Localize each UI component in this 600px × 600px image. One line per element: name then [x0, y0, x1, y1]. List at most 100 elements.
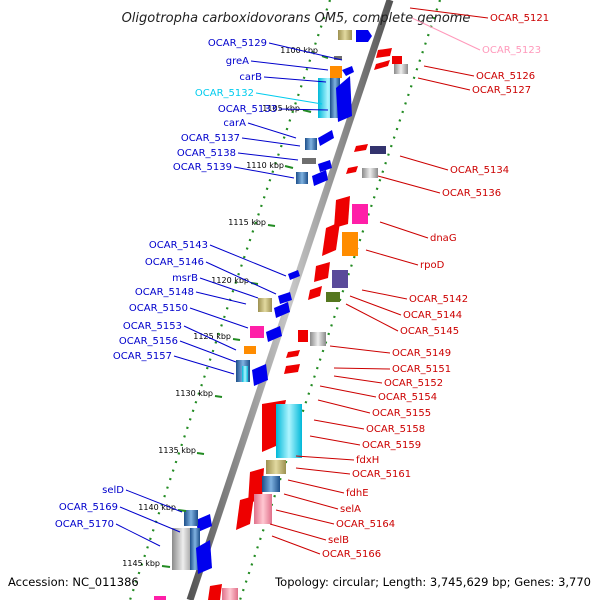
gene-label-ocar-5170[interactable]: OCAR_5170: [55, 519, 114, 530]
gene-label-ocar-5145[interactable]: OCAR_5145: [400, 326, 459, 337]
gene-arrow: [322, 222, 340, 256]
gene-arrow: [208, 584, 222, 600]
gene-label-ocar-5134[interactable]: OCAR_5134: [450, 165, 509, 176]
label-leader-line: [365, 249, 419, 266]
gene-label-rpod[interactable]: rpoD: [420, 260, 445, 271]
label-leader-line: [411, 17, 481, 51]
gene-block: [302, 158, 316, 164]
gene-arrow: [286, 350, 300, 358]
gene-label-ocar-5158[interactable]: OCAR_5158: [366, 424, 425, 435]
gene-label-ocar-5136[interactable]: OCAR_5136: [442, 188, 501, 199]
gene-block: [254, 494, 272, 524]
gene-label-ocar-5142[interactable]: OCAR_5142: [409, 294, 468, 305]
gene-block: [326, 292, 340, 302]
gene-label-ocar-5152[interactable]: OCAR_5152: [384, 378, 443, 389]
gene-label-ocar-5146[interactable]: OCAR_5146: [145, 257, 204, 268]
scale-tick: [284, 165, 294, 169]
gene-label-ocar-5169[interactable]: OCAR_5169: [59, 502, 118, 513]
label-leader-line: [271, 535, 321, 555]
gene-label-ocar-5157[interactable]: OCAR_5157: [113, 351, 172, 362]
gene-label-ocar-5126[interactable]: OCAR_5126: [476, 71, 535, 82]
gene-label-ocar-5148[interactable]: OCAR_5148: [135, 287, 194, 298]
label-leader-line: [237, 152, 299, 161]
scale-tick: [196, 452, 205, 455]
gene-label-ocar-5133[interactable]: OCAR_5133: [218, 104, 277, 115]
accession-text: Accession: NC_011386: [8, 575, 139, 589]
gene-label-ocar-5132[interactable]: OCAR_5132: [195, 88, 254, 99]
gene-arrow: [376, 48, 392, 58]
gene-block: [305, 138, 317, 150]
gene-arrow: [288, 270, 300, 280]
gene-block: [370, 146, 386, 154]
gene-block: [190, 528, 200, 570]
gene-label-selb[interactable]: selB: [328, 535, 349, 546]
scale-label: 1130 kbp: [175, 389, 213, 398]
label-leader-line: [287, 479, 345, 494]
forward-gene-labels: OCAR_5129 greA carB OCAR_5132 OCAR_5133 carA O…: [55, 38, 343, 547]
label-leader-line: [423, 65, 475, 77]
gene-label-ocar-5139[interactable]: OCAR_5139: [173, 162, 232, 173]
gene-label-ocar-5164[interactable]: OCAR_5164: [336, 519, 395, 530]
gene-label-seld[interactable]: selD: [102, 485, 124, 496]
gene-arrow: [318, 160, 332, 172]
gene-label-ocar-5155[interactable]: OCAR_5155: [372, 408, 431, 419]
label-leader-line: [209, 244, 287, 277]
gene-label-ocar-5127[interactable]: OCAR_5127: [472, 85, 531, 96]
gene-label-msrb[interactable]: msrB: [172, 273, 198, 284]
scale-label: 1120 kbp: [211, 276, 249, 285]
gene-block: [244, 346, 256, 354]
label-leader-line: [255, 92, 323, 105]
label-leader-line: [333, 367, 391, 370]
gene-block: [262, 476, 280, 492]
gene-label-fdhe[interactable]: fdhE: [346, 488, 369, 499]
gene-block: [266, 460, 286, 474]
gene-label-ocar-5143[interactable]: OCAR_5143: [149, 240, 208, 251]
gene-label-ocar-5159[interactable]: OCAR_5159: [362, 440, 421, 451]
gene-label-ocar-5121[interactable]: OCAR_5121: [490, 13, 549, 24]
label-leader-line: [409, 7, 489, 19]
label-leader-line: [278, 108, 329, 111]
gene-label-ocar-5161[interactable]: OCAR_5161: [352, 469, 411, 480]
gene-arrow: [374, 60, 390, 70]
gene-label-ocar-5149[interactable]: OCAR_5149: [392, 348, 451, 359]
label-leader-line: [195, 291, 247, 305]
label-leader-line: [275, 509, 335, 525]
label-leader-line: [179, 340, 237, 363]
gene-label-dnag[interactable]: dnaG: [430, 233, 457, 244]
scale-tick: [302, 109, 312, 113]
gene-block: [332, 270, 348, 288]
gene-label-ocar-5138[interactable]: OCAR_5138: [177, 148, 236, 159]
label-leader-line: [295, 455, 355, 461]
gene-label-ocar-5154[interactable]: OCAR_5154: [378, 392, 437, 403]
label-leader-line: [361, 289, 408, 300]
label-leader-line: [173, 355, 235, 375]
reverse-gene-blocks: [154, 48, 408, 600]
label-leader-line: [317, 399, 371, 414]
label-leader-line: [183, 325, 237, 351]
gene-label-grea[interactable]: greA: [226, 56, 249, 67]
gene-label-ocar-5156[interactable]: OCAR_5156: [119, 336, 178, 347]
scale-label: 1140 kbp: [138, 503, 176, 512]
gene-label-ocar-5137[interactable]: OCAR_5137: [181, 133, 240, 144]
scale-label: 1105 kbp: [262, 104, 300, 113]
gene-label-ocar-5166[interactable]: OCAR_5166: [322, 549, 381, 560]
label-leader-line: [268, 42, 343, 61]
gene-label-carb[interactable]: carB: [239, 72, 262, 83]
gene-label-ocar-5150[interactable]: OCAR_5150: [129, 303, 188, 314]
label-leader-line: [119, 506, 181, 533]
label-leader-line: [349, 295, 402, 316]
gene-arrow: [312, 170, 328, 186]
scale-tick: [177, 509, 187, 512]
gene-label-ocar-5144[interactable]: OCAR_5144: [403, 310, 462, 321]
gene-label-ocar-5151[interactable]: OCAR_5151: [392, 364, 451, 375]
gene-arrow: [196, 514, 212, 532]
gene-label-ocar-5123[interactable]: OCAR_5123: [482, 45, 541, 56]
gene-label-ocar-5153[interactable]: OCAR_5153: [123, 321, 182, 332]
forward-gene-blocks: [172, 30, 372, 574]
topology-text: Topology: circular; Length: 3,745,629 bp…: [274, 575, 591, 589]
gene-label-ocar-5129[interactable]: OCAR_5129: [208, 38, 267, 49]
gene-label-cara[interactable]: carA: [223, 118, 246, 129]
gene-block: [172, 528, 194, 570]
gene-label-sela[interactable]: selA: [340, 504, 361, 515]
gene-label-fdxh[interactable]: fdxH: [356, 455, 379, 466]
